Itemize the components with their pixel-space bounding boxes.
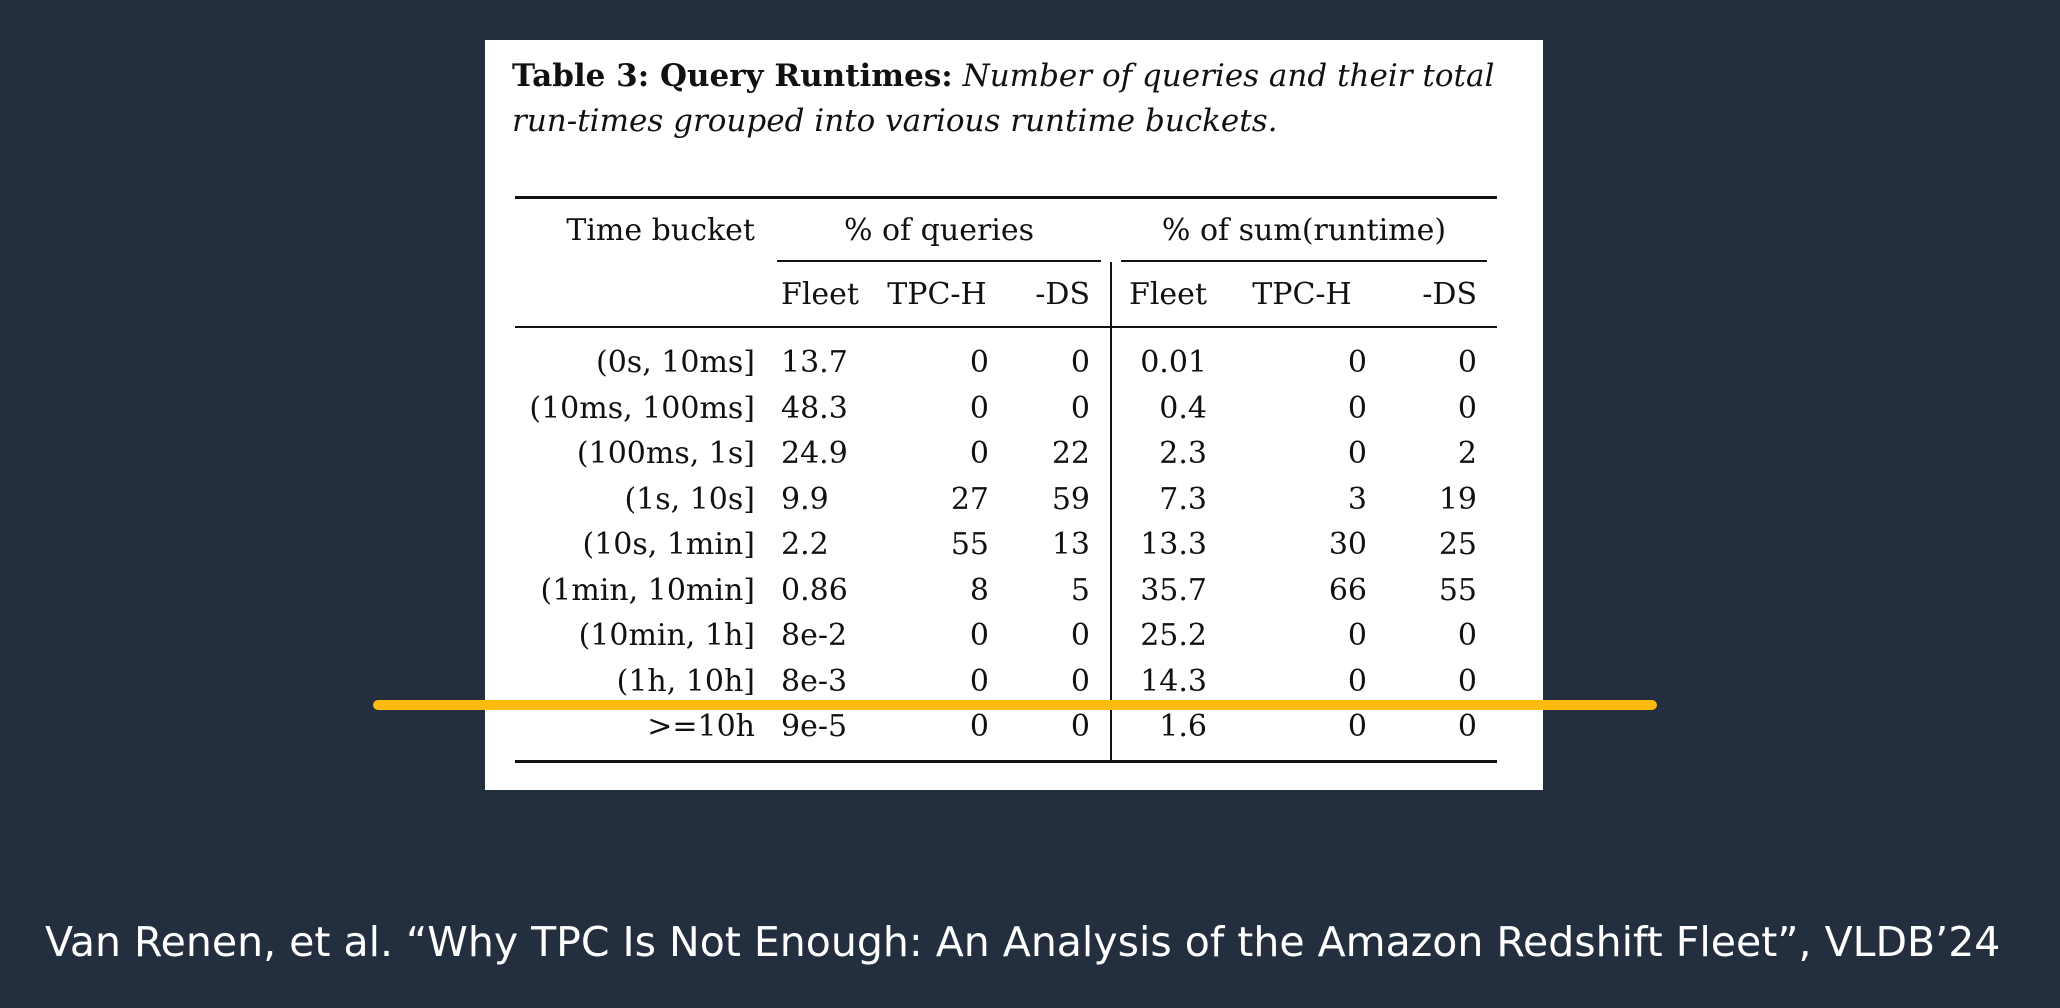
cell-queries-fleet: 9e-5 xyxy=(781,709,848,745)
cell-queries-tpch: 55 xyxy=(950,527,989,563)
header-group-runtime-label: % of sum(runtime) xyxy=(1161,213,1447,248)
cell-bucket: (0s, 10ms] xyxy=(596,345,755,381)
header-runtime-fleet: Fleet xyxy=(1111,262,1217,328)
cell-queries-fleet: 8e-2 xyxy=(781,618,848,654)
cell-bucket: (1s, 10s] xyxy=(624,481,755,517)
cell-queries-ds: 0 xyxy=(995,385,1112,431)
cell-queries-tpch: 0 xyxy=(969,390,989,426)
header-queries-fleet: Fleet xyxy=(767,262,879,328)
cell-queries-tpch: 0 xyxy=(969,618,989,654)
cell-runtime-tpch: 3 xyxy=(1347,481,1367,517)
cell-runtime-ds: 0 xyxy=(1457,618,1477,654)
cell-queries-ds: 0 xyxy=(995,658,1112,704)
cell-runtime-fleet: 35.7 xyxy=(1140,572,1207,608)
caption-text: Number of queries and their total run-ti… xyxy=(512,58,1495,139)
cell-runtime-fleet: 2.3 xyxy=(1159,436,1207,472)
header-queries-tpch: TPC-H xyxy=(879,262,995,328)
cell-runtime-ds: 2 xyxy=(1457,436,1477,472)
cell-runtime-ds: 0 xyxy=(1457,709,1477,745)
header-runtime-ds: -DS xyxy=(1387,262,1497,328)
cell-bucket: (10s, 1min] xyxy=(582,527,756,563)
cell-queries-fleet: 8e-3 xyxy=(781,663,848,699)
cell-runtime-fleet: 1.6 xyxy=(1159,709,1207,745)
cell-runtime-ds: 0 xyxy=(1457,345,1477,381)
cell-queries-ds: 0 xyxy=(995,327,1112,386)
cell-runtime-ds: 19 xyxy=(1438,481,1477,517)
cell-runtime-tpch: 0 xyxy=(1347,436,1367,472)
cell-runtime-ds: 0 xyxy=(1457,390,1477,426)
header-row-columns: Fleet TPC-H -DS Fleet TPC-H -DS xyxy=(515,262,1497,328)
cell-queries-ds: 59 xyxy=(995,476,1112,522)
cell-runtime-tpch: 0 xyxy=(1347,618,1367,654)
cell-queries-tpch: 0 xyxy=(969,436,989,472)
table-row: (10s, 1min] 2.2 55 13 13.3 30 25 xyxy=(515,522,1497,568)
cell-queries-tpch: 0 xyxy=(969,663,989,699)
cell-queries-tpch: 0 xyxy=(969,709,989,745)
cell-queries-ds: 0 xyxy=(995,613,1112,659)
cell-runtime-ds: 25 xyxy=(1438,527,1477,563)
cell-runtime-fleet: 14.3 xyxy=(1140,663,1207,699)
cell-queries-fleet: 13.7 xyxy=(781,345,848,381)
cell-queries-fleet: 0.86 xyxy=(781,572,848,608)
header-group-runtime: % of sum(runtime) xyxy=(1111,198,1497,262)
header-group-runtime-rule xyxy=(1121,260,1487,262)
cell-queries-tpch: 0 xyxy=(969,345,989,381)
cell-queries-fleet: 24.9 xyxy=(781,436,848,472)
cell-queries-fleet: 9.9 xyxy=(781,481,829,517)
cell-queries-ds: 13 xyxy=(995,522,1112,568)
cell-queries-fleet: 2.2 xyxy=(781,527,829,563)
cell-queries-ds: 22 xyxy=(995,431,1112,477)
table-row: (1h, 10h] 8e-3 0 0 14.3 0 0 xyxy=(515,658,1497,704)
cell-queries-tpch: 27 xyxy=(950,481,989,517)
table-row: (10min, 1h] 8e-2 0 0 25.2 0 0 xyxy=(515,613,1497,659)
cell-runtime-ds: 55 xyxy=(1438,572,1477,608)
header-runtime-tpch: TPC-H xyxy=(1217,262,1387,328)
cell-queries-ds: 0 xyxy=(995,704,1112,761)
table-row: (10ms, 100ms] 48.3 0 0 0.4 0 0 xyxy=(515,385,1497,431)
caption-label: Table 3: Query Runtimes: xyxy=(512,58,953,94)
table-row: >=10h 9e-5 0 0 1.6 0 0 xyxy=(515,704,1497,761)
query-runtimes-table: Time bucket % of queries % of sum(runtim… xyxy=(515,196,1497,763)
cell-bucket: (1min, 10min] xyxy=(540,572,755,608)
cell-runtime-fleet: 0.4 xyxy=(1159,390,1207,426)
header-group-queries-rule xyxy=(777,260,1101,262)
table-caption: Table 3: Query Runtimes: Number of queri… xyxy=(512,54,1522,144)
table-card: Table 3: Query Runtimes: Number of queri… xyxy=(485,40,1543,790)
table-row: (1s, 10s] 9.9 27 59 7.3 3 19 xyxy=(515,476,1497,522)
header-queries-ds: -DS xyxy=(995,262,1112,328)
cell-runtime-fleet: 25.2 xyxy=(1140,618,1207,654)
highlight-line xyxy=(373,700,1657,710)
cell-bucket: (1h, 10h] xyxy=(616,663,755,699)
cell-queries-ds: 5 xyxy=(995,567,1112,613)
cell-runtime-fleet: 0.01 xyxy=(1140,345,1207,381)
cell-runtime-tpch: 30 xyxy=(1328,527,1367,563)
cell-runtime-tpch: 0 xyxy=(1347,663,1367,699)
cell-bucket: (10min, 1h] xyxy=(578,618,755,654)
header-row-groups: Time bucket % of queries % of sum(runtim… xyxy=(515,198,1497,262)
cell-runtime-tpch: 0 xyxy=(1347,390,1367,426)
cell-bucket: (100ms, 1s] xyxy=(576,436,755,472)
header-blank xyxy=(515,262,767,328)
cell-runtime-tpch: 0 xyxy=(1347,345,1367,381)
table-row: (1min, 10min] 0.86 8 5 35.7 66 55 xyxy=(515,567,1497,613)
cell-bucket: >=10h xyxy=(647,709,755,745)
header-group-queries: % of queries xyxy=(767,198,1111,262)
cell-runtime-ds: 0 xyxy=(1457,663,1477,699)
table-row: (0s, 10ms] 13.7 0 0 0.01 0 0 xyxy=(515,327,1497,386)
header-time-bucket: Time bucket xyxy=(566,213,755,248)
cell-runtime-fleet: 13.3 xyxy=(1140,527,1207,563)
table-row: (100ms, 1s] 24.9 0 22 2.3 0 2 xyxy=(515,431,1497,477)
citation-text: Van Renen, et al. “Why TPC Is Not Enough… xyxy=(45,918,2001,966)
cell-queries-tpch: 8 xyxy=(969,572,989,608)
cell-runtime-fleet: 7.3 xyxy=(1159,481,1207,517)
cell-bucket: (10ms, 100ms] xyxy=(529,390,755,426)
cell-runtime-tpch: 66 xyxy=(1328,572,1367,608)
header-group-queries-label: % of queries xyxy=(843,213,1035,248)
cell-queries-fleet: 48.3 xyxy=(781,390,848,426)
cell-runtime-tpch: 0 xyxy=(1347,709,1367,745)
